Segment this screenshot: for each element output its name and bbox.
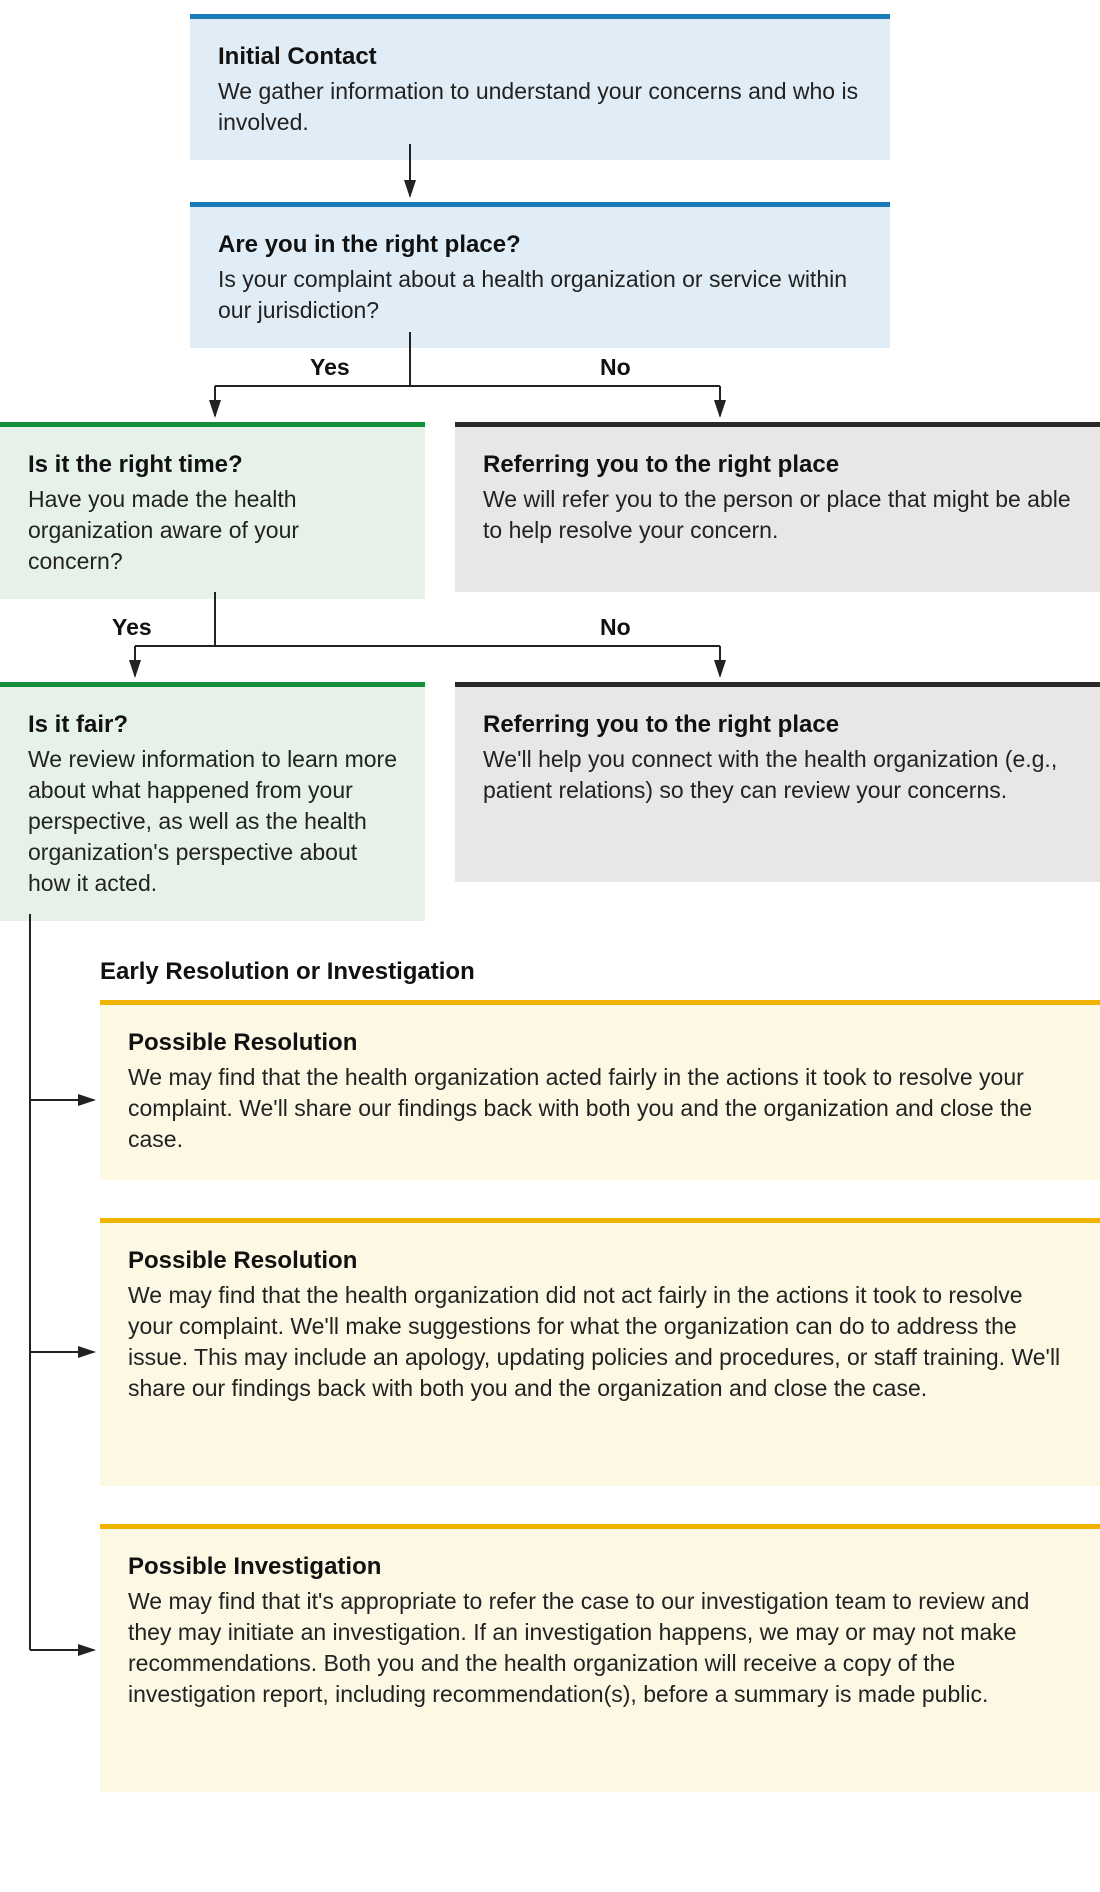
node-possible-resolution-2: Possible Resolution We may find that the… [100, 1218, 1100, 1486]
node-body: Is your complaint about a health organiz… [218, 264, 862, 326]
edge-label-no-2: No [600, 614, 631, 641]
node-initial-contact: Initial Contact We gather information to… [190, 14, 890, 160]
node-title: Referring you to the right place [483, 709, 1072, 740]
node-title: Is it fair? [28, 709, 397, 740]
node-title: Referring you to the right place [483, 449, 1072, 480]
edge-label-no-1: No [600, 354, 631, 381]
node-possible-resolution-1: Possible Resolution We may find that the… [100, 1000, 1100, 1180]
node-body: We may find that it's appropriate to ref… [128, 1586, 1072, 1710]
node-right-place: Are you in the right place? Is your comp… [190, 202, 890, 348]
node-possible-investigation: Possible Investigation We may find that … [100, 1524, 1100, 1792]
node-body: We'll help you connect with the health o… [483, 744, 1072, 806]
node-refer-1: Referring you to the right place We will… [455, 422, 1100, 592]
node-body: We may find that the health organization… [128, 1062, 1072, 1155]
section-title-early-resolution: Early Resolution or Investigation [100, 958, 475, 986]
node-title: Initial Contact [218, 41, 862, 72]
node-body: We review information to learn more abou… [28, 744, 397, 899]
node-title: Possible Resolution [128, 1027, 1072, 1058]
node-title: Possible Resolution [128, 1245, 1072, 1276]
node-refer-2: Referring you to the right place We'll h… [455, 682, 1100, 882]
node-body: We will refer you to the person or place… [483, 484, 1072, 546]
node-body: We may find that the health organization… [128, 1280, 1072, 1404]
node-title: Is it the right time? [28, 449, 397, 480]
node-title: Are you in the right place? [218, 229, 862, 260]
node-is-it-fair: Is it fair? We review information to lea… [0, 682, 425, 921]
node-body: Have you made the health organization aw… [28, 484, 397, 577]
node-title: Possible Investigation [128, 1551, 1072, 1582]
node-right-time: Is it the right time? Have you made the … [0, 422, 425, 599]
node-body: We gather information to understand your… [218, 76, 862, 138]
edge-label-yes-2: Yes [112, 614, 152, 641]
edge-label-yes-1: Yes [310, 354, 350, 381]
